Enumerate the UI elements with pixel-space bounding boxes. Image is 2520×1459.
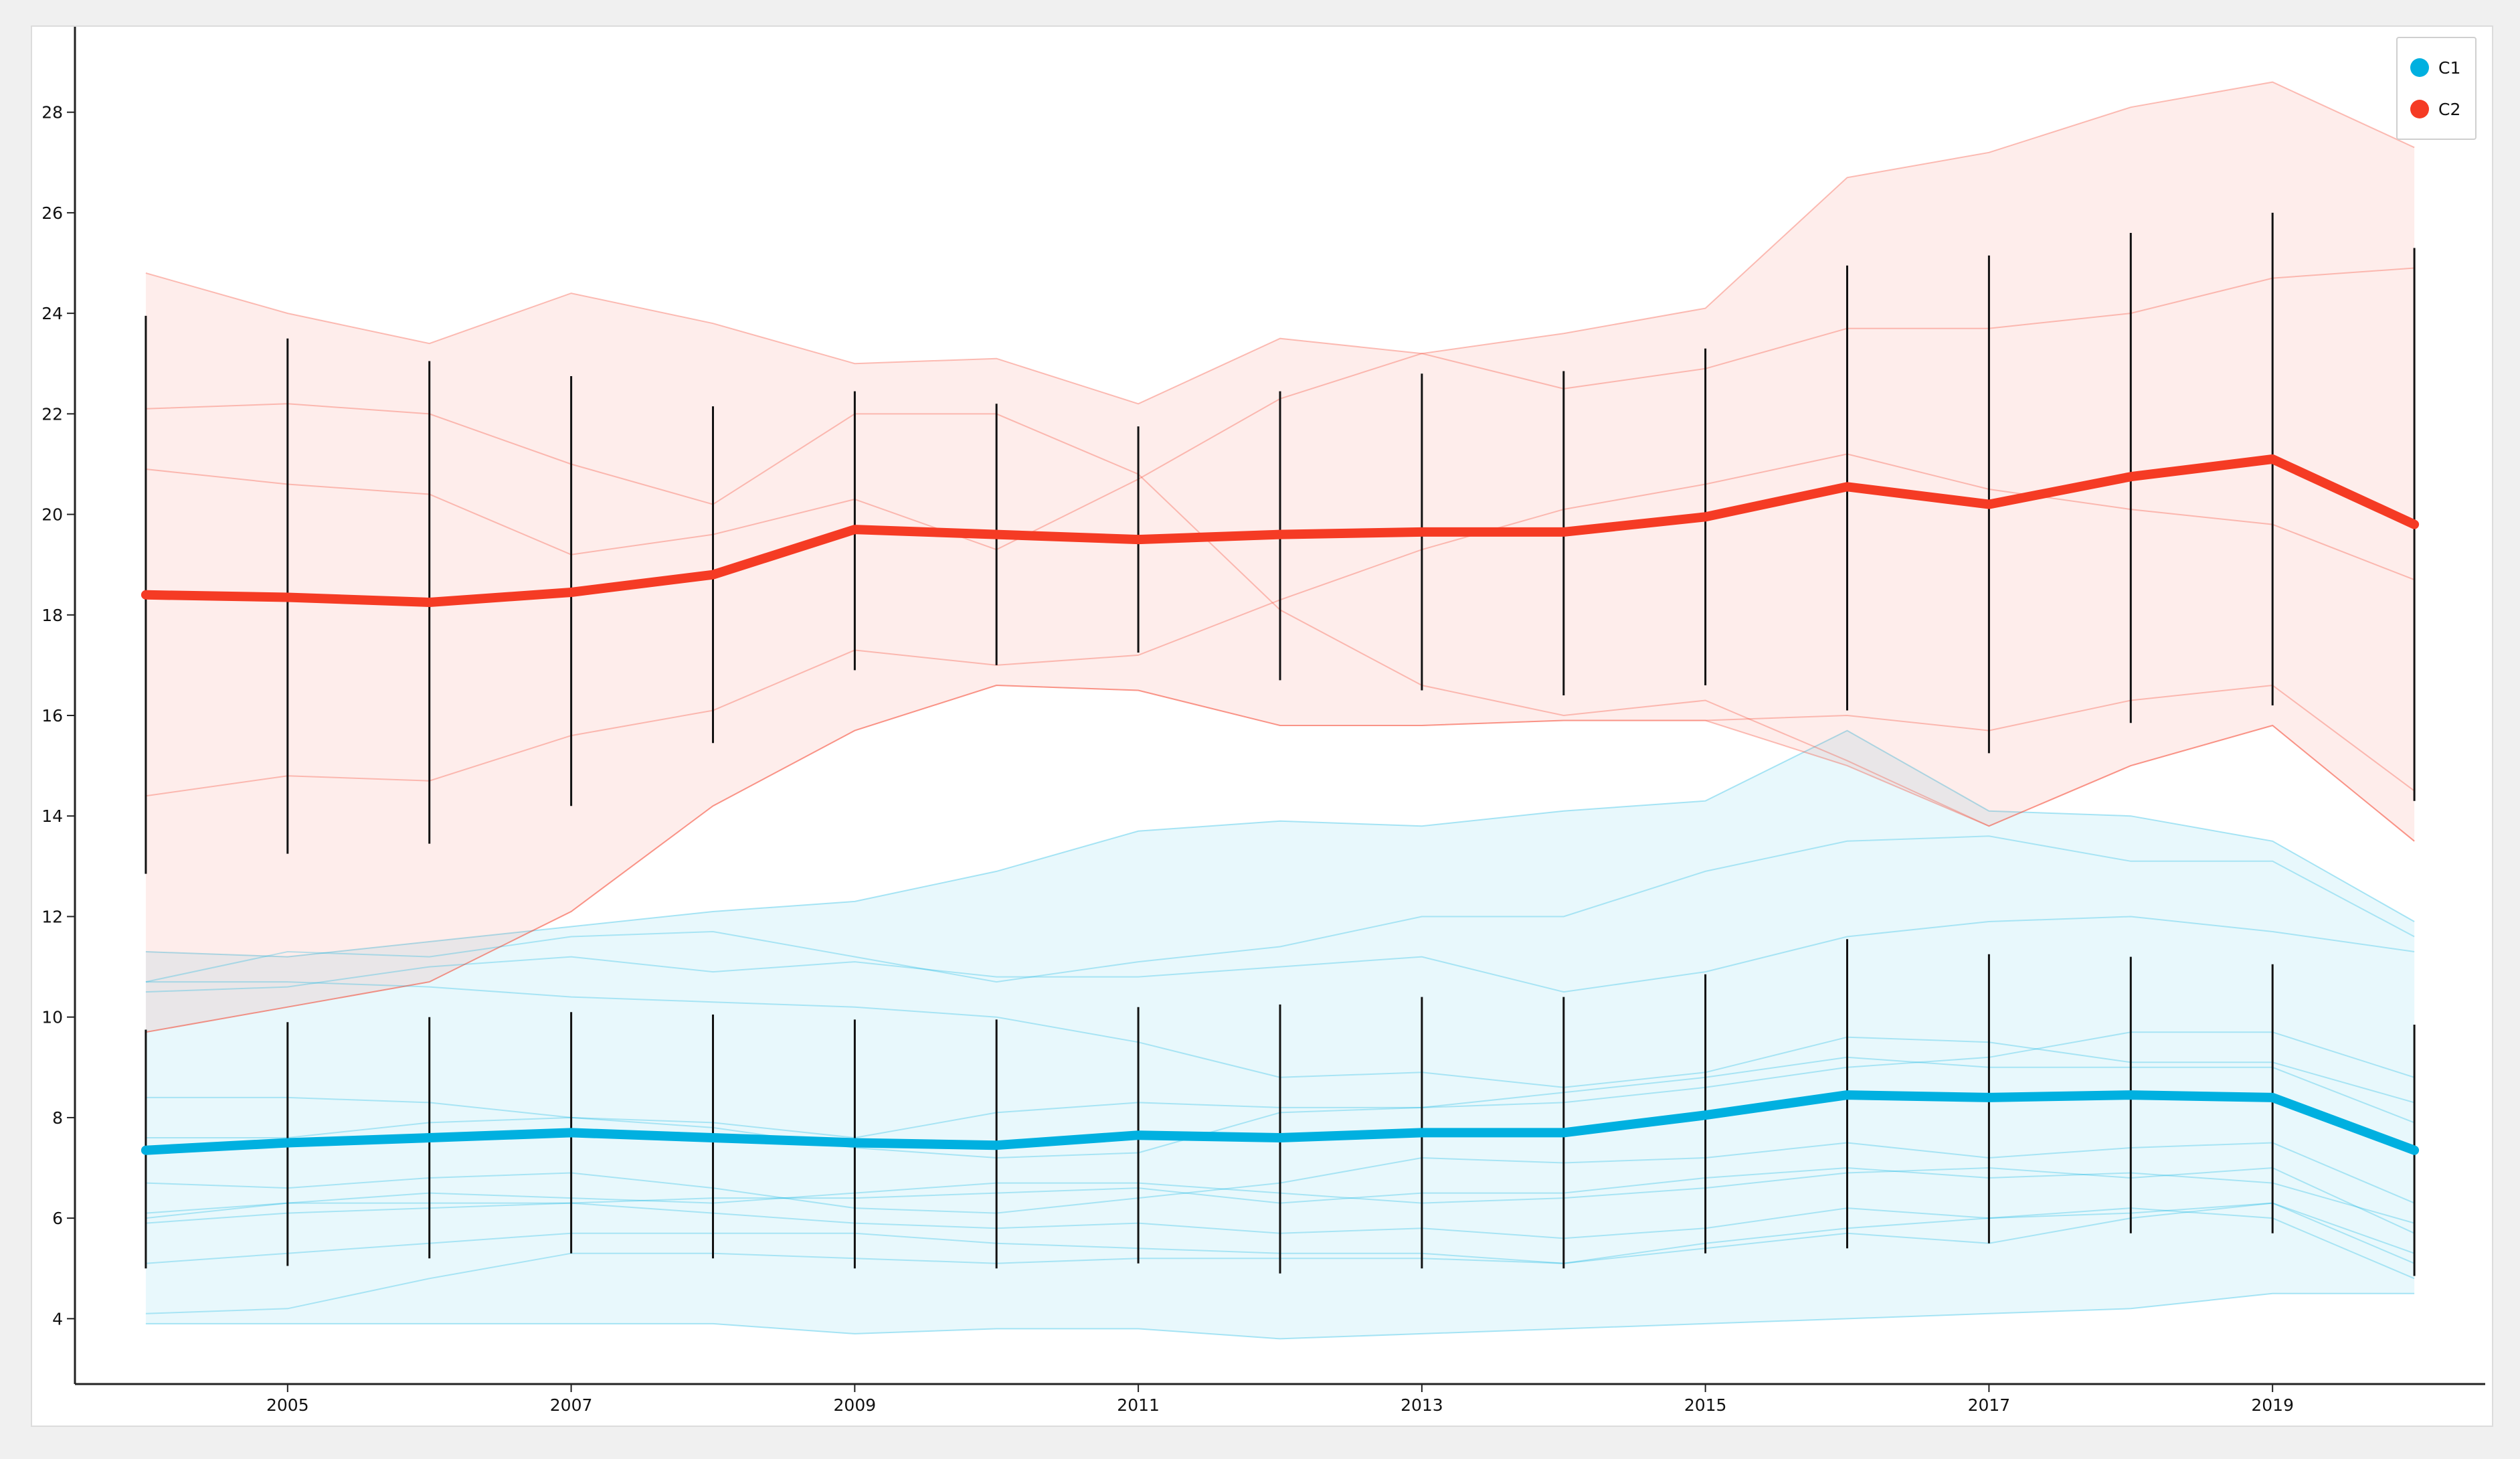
y-tick-label-24: 24 bbox=[41, 304, 63, 323]
band-lower-c1 bbox=[145, 1292, 2415, 1340]
x-tick-label-2011: 2011 bbox=[1117, 1395, 1160, 1415]
y-tick-label-22: 22 bbox=[41, 404, 63, 424]
x-tick-label-2007: 2007 bbox=[550, 1395, 593, 1415]
mean-line-c2 bbox=[141, 454, 2420, 607]
legend-label-c1: C1 bbox=[2438, 58, 2460, 78]
x-tick-label-2009: 2009 bbox=[834, 1395, 877, 1415]
legend-marker-c1 bbox=[2410, 58, 2429, 77]
legend-label-c2: C2 bbox=[2438, 100, 2460, 119]
axes: 4 6 8 10 12 14 16 18 20 22 24 26 28 2005 2007 2009 2011 2… bbox=[41, 27, 2485, 1415]
y-tick-label-6: 6 bbox=[52, 1209, 63, 1228]
member-line-c2-4 bbox=[145, 684, 2415, 1033]
legend[interactable]: C1 C2 bbox=[2396, 37, 2477, 140]
y-tick-label-20: 20 bbox=[41, 505, 63, 525]
line-chart: 4 6 8 10 12 14 16 18 20 22 24 26 28 2005 2007 2009 2011 2… bbox=[41, 27, 2485, 1415]
x-tick-label-2013: 2013 bbox=[1401, 1395, 1443, 1415]
x-tick-label-2015: 2015 bbox=[1684, 1395, 1727, 1415]
y-tick-label-28: 28 bbox=[41, 103, 63, 122]
y-tick-label-16: 16 bbox=[41, 706, 63, 725]
band-lower-c2 bbox=[145, 684, 2415, 1033]
member-line-c1-2 bbox=[145, 835, 2415, 983]
band-upper-c2 bbox=[145, 81, 2415, 405]
y-tick-label-12: 12 bbox=[41, 907, 63, 926]
x-tick-label-2017: 2017 bbox=[1968, 1395, 2011, 1415]
x-tick-label-2019: 2019 bbox=[2251, 1395, 2294, 1415]
legend-box bbox=[2396, 37, 2477, 140]
y-tick-label-4: 4 bbox=[52, 1309, 63, 1328]
mean-lines bbox=[141, 454, 2420, 1155]
band-upper-c1 bbox=[145, 730, 2415, 958]
y-tick-label-26: 26 bbox=[41, 203, 63, 223]
mean-line-c1 bbox=[141, 1090, 2420, 1155]
y-tick-label-8: 8 bbox=[52, 1108, 63, 1128]
plot-frame: 4 6 8 10 12 14 16 18 20 22 24 26 28 2005 2007 2009 2011 2… bbox=[31, 25, 2493, 1427]
member-line-c1-1 bbox=[145, 916, 2415, 993]
x-tick-label-2005: 2005 bbox=[266, 1395, 309, 1415]
y-tick-label-14: 14 bbox=[41, 806, 63, 826]
legend-marker-c2 bbox=[2410, 100, 2429, 118]
y-tick-label-18: 18 bbox=[41, 606, 63, 625]
y-tick-label-10: 10 bbox=[41, 1008, 63, 1027]
